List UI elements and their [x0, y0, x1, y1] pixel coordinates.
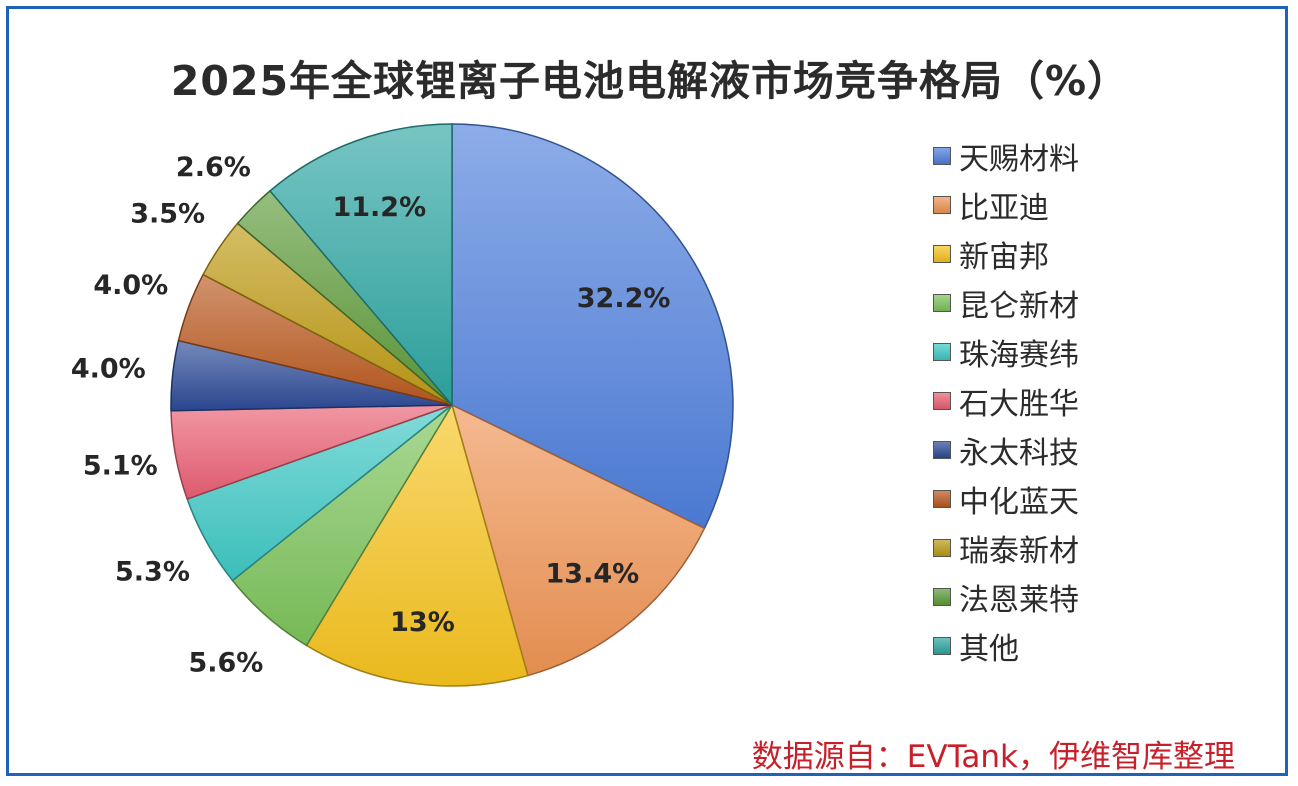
slice-data-label: 13.4% [546, 558, 640, 589]
legend-item: 珠海赛纬 [933, 335, 1079, 373]
legend-swatch [933, 147, 951, 165]
legend-label: 永太科技 [959, 436, 1079, 471]
legend-label: 珠海赛纬 [959, 338, 1079, 373]
legend-swatch [933, 588, 951, 606]
slice-data-label: 3.5% [130, 198, 205, 229]
slice-data-label: 2.6% [176, 152, 251, 183]
pie-slice-3 [305, 403, 529, 687]
legend-label: 比亚迪 [959, 191, 1049, 226]
slice-data-label: 5.6% [188, 648, 263, 679]
legend-label: 法恩莱特 [959, 583, 1079, 618]
legend-label: 其他 [959, 632, 1019, 667]
legend-item: 永太科技 [933, 433, 1079, 471]
slice-data-label: 11.2% [332, 192, 426, 223]
legend-item: 石大胜华 [933, 384, 1079, 422]
slice-data-label: 13% [390, 607, 455, 638]
legend-label: 瑞泰新材 [959, 534, 1079, 569]
pie-slice-2 [450, 403, 706, 677]
legend-label: 中化蓝天 [959, 485, 1079, 520]
legend-label: 昆仑新材 [959, 289, 1079, 324]
slice-data-label: 32.2% [577, 283, 671, 314]
source-note: 数据源自：EVTank，伊维智库整理 [751, 739, 1235, 775]
legend-swatch [933, 637, 951, 655]
legend-label: 石大胜华 [959, 387, 1079, 422]
legend-item: 比亚迪 [933, 188, 1049, 226]
legend-swatch [933, 490, 951, 508]
slice-data-label: 5.3% [115, 557, 190, 588]
pie-slices [170, 123, 734, 687]
legend-item: 新宙邦 [933, 237, 1049, 275]
legend-swatch [933, 392, 951, 410]
pie-labels: 32.2% 13.4% 13% 5.6% 5.3% 5.1% 4.0% 4.0% 3.5% 2.6… [71, 152, 671, 679]
legend-swatch [933, 196, 951, 214]
legend-label: 新宙邦 [959, 240, 1049, 275]
legend-item: 昆仑新材 [933, 286, 1079, 324]
slice-data-label: 5.1% [83, 451, 158, 482]
legend-label: 天赐材料 [959, 142, 1079, 177]
legend-item: 中化蓝天 [933, 482, 1079, 520]
slice-data-label: 4.0% [93, 270, 168, 301]
legend-swatch [933, 294, 951, 312]
chart-title: 2025年全球锂离子电池电解液市场竞争格局（%） [170, 57, 1130, 105]
legend-item: 天赐材料 [933, 139, 1079, 177]
legend-item: 其他 [933, 629, 1019, 667]
pie-slice-1 [451, 123, 734, 530]
legend-swatch [933, 245, 951, 263]
legend-item: 瑞泰新材 [933, 531, 1079, 569]
slice-data-label: 4.0% [71, 354, 146, 385]
legend-swatch [933, 539, 951, 557]
legend-item: 法恩莱特 [933, 580, 1079, 618]
legend-swatch [933, 441, 951, 459]
pie-slice-11 [268, 123, 453, 408]
legend-swatch [933, 343, 951, 361]
